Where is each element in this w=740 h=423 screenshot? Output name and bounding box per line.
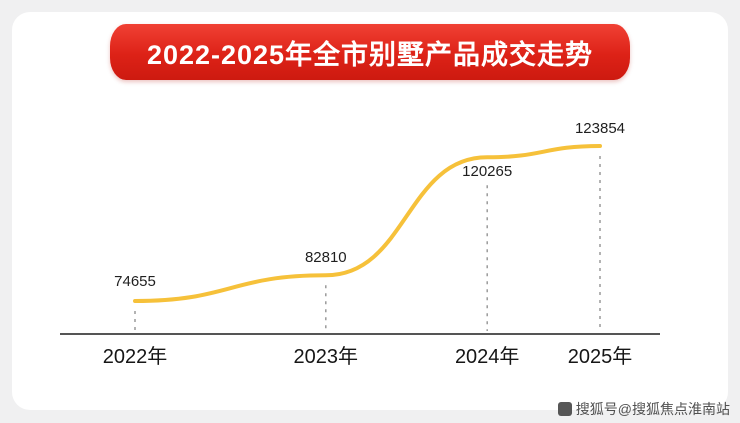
x-tick-2023: 2023年 bbox=[293, 346, 359, 368]
value-label-2023: 82810 bbox=[304, 249, 347, 267]
trend-chart: 74655 82810 120265 123854 2022年 2023年 20… bbox=[60, 104, 660, 384]
watermark: 搜狐号@搜狐焦点淮南站 bbox=[557, 399, 730, 419]
chart-card: 2022-2025年全市别墅产品成交走势 74655 82810 120265 … bbox=[12, 12, 728, 410]
x-tick-2022: 2022年 bbox=[102, 346, 168, 368]
watermark-text: 搜狐号@搜狐焦点淮南站 bbox=[575, 401, 730, 417]
x-tick-2025: 2025年 bbox=[567, 346, 633, 368]
chart-title: 2022-2025年全市别墅产品成交走势 bbox=[146, 39, 594, 70]
title-banner: 2022-2025年全市别墅产品成交走势 bbox=[104, 24, 636, 80]
value-label-2025: 123854 bbox=[574, 120, 626, 137]
value-label-2022: 74655 bbox=[114, 273, 156, 290]
value-label-2024: 120265 bbox=[462, 163, 513, 181]
x-tick-2024: 2024年 bbox=[454, 346, 520, 368]
trend-line bbox=[133, 144, 602, 303]
line-chart-canvas bbox=[60, 144, 660, 335]
sohu-logo-icon bbox=[557, 402, 572, 416]
